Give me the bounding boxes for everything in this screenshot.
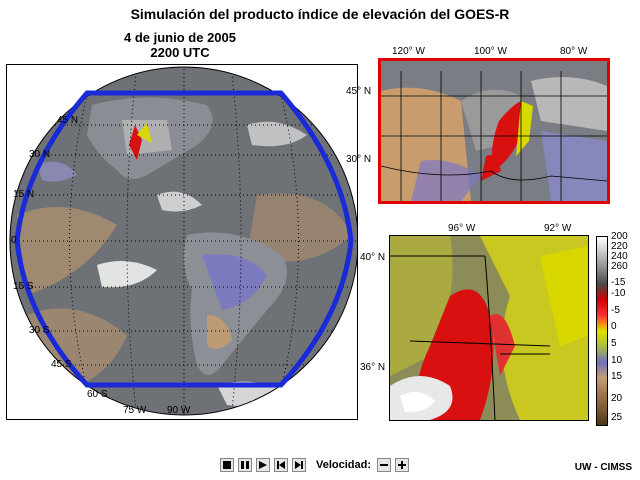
speed-decrease-button[interactable] (377, 458, 392, 472)
disk-lat-label: 30 N (29, 149, 51, 160)
zoom-lon-label: 92° W (544, 223, 572, 234)
colorbar-label: 15 (611, 371, 623, 382)
colorbar-label: 260 (611, 261, 628, 272)
disk-lat-label: 45 N (57, 115, 79, 126)
colorbar-label: 25 (611, 412, 623, 423)
colorbar-label: -10 (611, 288, 626, 299)
full-disk-panel: 45 N 30 N 15 N 0 15 S 30 S 45 S 60 S 75 … (6, 64, 359, 420)
step-forward-button[interactable] (292, 458, 306, 472)
us-lon-label: 100° W (474, 46, 507, 57)
step-forward-icon (295, 461, 303, 469)
pause-icon (241, 461, 249, 469)
us-lat-label: 30° N (346, 154, 372, 165)
zoom-lon-label: 96° W (448, 223, 476, 234)
full-disk-image (9, 66, 359, 416)
colorbar-label: 20 (611, 393, 623, 404)
disk-lat-label: 15 N (13, 189, 35, 200)
disk-lat-label: 0 (11, 235, 17, 246)
disk-lat-label: 30 S (29, 325, 50, 336)
colorbar-label: -5 (611, 305, 620, 316)
zoom-lat-label: 40° N (360, 252, 386, 263)
colorbar-label: 5 (611, 338, 617, 349)
date-time-heading: 4 de junio de 2005 2200 UTC (100, 30, 260, 60)
step-back-button[interactable] (274, 458, 288, 472)
time-label: 2200 UTC (150, 45, 210, 60)
pause-button[interactable] (238, 458, 252, 472)
us-lat-label: 45° N (346, 86, 372, 97)
disk-lon-label: 90 W (167, 405, 191, 416)
zoom-lat-label: 36° N (360, 362, 386, 373)
colorbar (596, 236, 608, 426)
play-button[interactable] (256, 458, 270, 472)
colorbar-label: 0 (611, 321, 617, 332)
play-icon (259, 461, 267, 469)
disk-lat-label: 45 S (51, 359, 72, 370)
colorbar-label: 200 (611, 231, 628, 242)
us-regional-image (381, 61, 607, 201)
colorbar-label: 240 (611, 251, 628, 262)
colorbar-label: 10 (611, 355, 623, 366)
us-lon-label: 80° W (560, 46, 588, 57)
credit-label: UW - CIMSS (574, 462, 632, 473)
zoom-panel (389, 235, 589, 421)
disk-lon-label: 75 W (123, 405, 147, 416)
zoom-image (390, 236, 588, 420)
plus-icon (398, 461, 407, 469)
disk-lat-label: 60 S (87, 389, 108, 400)
us-lon-label: 120° W (392, 46, 425, 57)
speed-increase-button[interactable] (395, 458, 410, 472)
disk-lat-label: 15 S (13, 281, 34, 292)
page-title: Simulación del producto índice de elevac… (130, 6, 510, 22)
animation-controls: Velocidad: (220, 457, 410, 473)
colorbar-label: -15 (611, 277, 626, 288)
step-back-icon (277, 461, 285, 469)
date-label: 4 de junio de 2005 (124, 30, 236, 45)
speed-label: Velocidad: (316, 459, 372, 471)
stop-icon (223, 461, 231, 469)
stop-button[interactable] (220, 458, 234, 472)
colorbar-label: 220 (611, 241, 628, 252)
minus-icon (380, 464, 389, 466)
us-regional-panel (378, 58, 610, 204)
